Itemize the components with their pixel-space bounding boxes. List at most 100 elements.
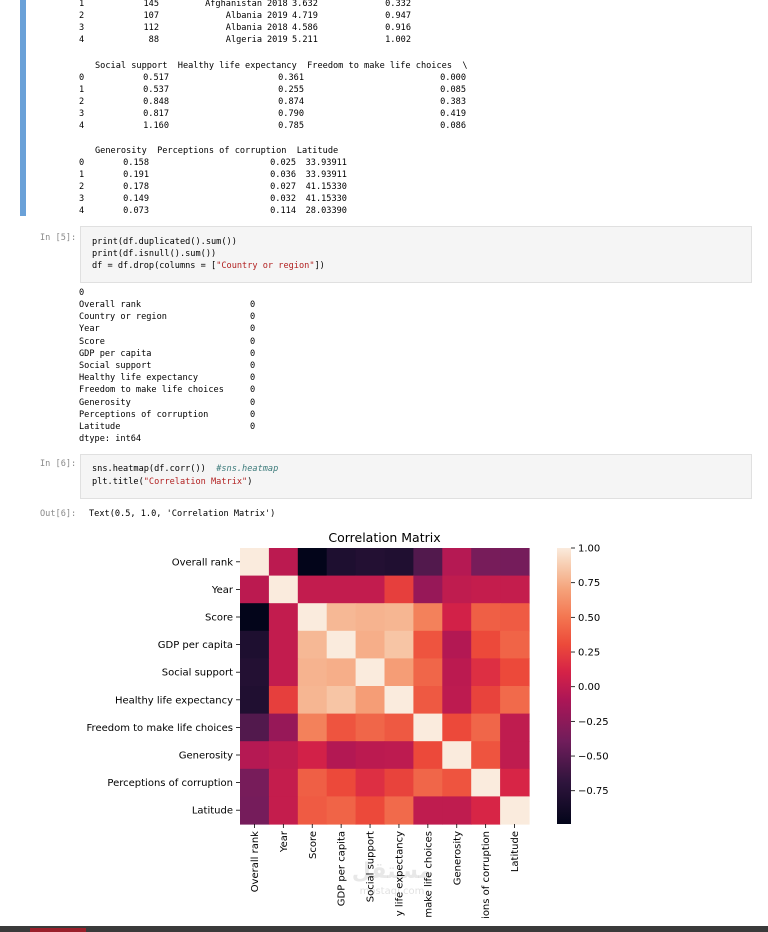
heatmap-cell (240, 796, 270, 825)
colorbar-tick-label: −0.25 (578, 717, 609, 728)
heatmap-cell (413, 686, 443, 715)
df-cell-country: Albania (225, 23, 262, 33)
df-cell-healthy-life: 0.361 (278, 73, 304, 83)
df-row-index: 4 (79, 35, 85, 45)
df-row-index: 1 (79, 0, 85, 9)
heatmap-cell (268, 575, 299, 604)
df-cell-overall-rank: 145 (143, 0, 159, 9)
y-tick-label: Year (211, 585, 234, 596)
cell-5-null-row-value: 0 (250, 312, 256, 323)
heatmap-cell (442, 548, 472, 577)
y-tick-label: Freedom to make life choices (87, 723, 233, 734)
colorbar-tick-label: 0.00 (578, 682, 600, 693)
heatmap-cell (471, 713, 501, 742)
df-cell-overall-rank: 107 (143, 11, 159, 21)
heatmap-cell (471, 575, 501, 604)
heatmap-cell (413, 603, 443, 632)
df-cell-year: 2018 (267, 23, 288, 33)
heatmap-cell (326, 575, 357, 604)
df-cell-corruption: 0.036 (270, 170, 296, 180)
cell-6-code-line-2-post: ) (247, 477, 253, 487)
cell-5-null-row-value: 0 (250, 422, 256, 432)
x-tick-label: Year (279, 830, 290, 853)
x-tick-label: Generosity (452, 831, 463, 885)
heatmap-cell (268, 548, 299, 577)
cell-6-code-editor[interactable]: sns.heatmap(df.corr()) #sns.heatmap plt.… (80, 454, 752, 499)
df-row-index: 1 (79, 170, 85, 180)
heatmap-cell (326, 686, 357, 715)
heatmap-cell (471, 603, 501, 632)
heatmap-cell (268, 768, 299, 797)
cell-5-null-row-name: Score (79, 336, 105, 347)
heatmap-cell (268, 713, 299, 742)
df-cell-overall-rank: 88 (148, 35, 159, 45)
x-tick-label: GDP per capita (337, 831, 348, 906)
heatmap-cell (442, 796, 472, 825)
heatmap-cell (355, 548, 386, 577)
heatmap-cell (471, 768, 501, 797)
heatmap-cell (471, 686, 501, 715)
heatmap-cell (500, 630, 530, 659)
cell-5-null-row-name: Overall rank (79, 300, 142, 310)
cell-5-code-line-3-pre: df = df.drop(columns = [ (92, 261, 217, 271)
cell-5-null-row-value: 0 (250, 373, 256, 384)
df-cell-generosity: 0.149 (123, 194, 149, 204)
cell-6-code-line-1: sns.heatmap(df.corr()) #sns.heatmap (92, 464, 278, 474)
cell-6-code-line-2-str: "Correlation Matrix" (143, 477, 248, 487)
heatmap-cell (500, 741, 530, 770)
y-tick-label: Score (205, 613, 233, 624)
df-cell-overall-rank: 112 (143, 23, 159, 33)
colorbar-tick-label: −0.50 (578, 752, 609, 763)
correlation-heatmap: Correlation Matrix Overall rank Year Score G… (87, 530, 609, 919)
cell-5-null-row-name: Social support (79, 361, 152, 371)
df-cell-generosity: 0.073 (123, 206, 149, 216)
cell-5-null-row-name: Healthy life expectancy (79, 373, 198, 384)
y-tick-label: Overall rank (172, 557, 233, 568)
y-tick-label: GDP per capita (158, 640, 233, 651)
heatmap-cell (413, 548, 443, 577)
heatmap-cell (413, 630, 443, 659)
cell-5-null-row-value: 0 (250, 397, 256, 408)
heatmap-cell (413, 575, 443, 604)
heatmap-cell (240, 658, 270, 687)
df-cell-freedom: 0.000 (440, 73, 466, 83)
heatmap-cell (413, 768, 443, 797)
heatmap-cell (384, 768, 414, 797)
df-row-index: 1 (79, 85, 85, 95)
df-cell-freedom: 0.383 (440, 97, 466, 107)
heatmap-cell (355, 630, 386, 659)
cell-5-null-row-value: 0 (250, 361, 256, 371)
heatmap-cell (297, 603, 328, 632)
heatmap-cell (471, 630, 501, 659)
heatmap-cell (413, 741, 443, 770)
cell-5-null-row-value: 0 (250, 348, 256, 359)
heatmap-cell (240, 575, 270, 604)
heatmap-cell (326, 630, 357, 659)
heatmap-cell (384, 548, 414, 577)
cell-6-code-line-2-pre: plt.title( (92, 477, 144, 487)
heatmap-cell (355, 796, 386, 825)
df-cell-gdp: 0.916 (385, 23, 411, 33)
cell-5-code-editor[interactable]: print(df.duplicated().sum()) print(df.is… (80, 226, 752, 283)
df-cell-freedom: 0.086 (440, 121, 466, 131)
heatmap-cell (326, 658, 357, 687)
df-header-block-2: Social support Healthy life expectancy F… (95, 61, 468, 71)
df-cell-social-support: 0.817 (143, 109, 169, 119)
heatmap-cell (268, 796, 299, 825)
heatmap-cell (471, 741, 501, 770)
heatmap-cell (297, 741, 328, 770)
df-row-index: 2 (79, 97, 85, 107)
heatmap-cell (297, 630, 328, 659)
df-row-index: 0 (79, 73, 85, 83)
df-row-index: 4 (79, 121, 85, 131)
colorbar-tick-label: 0.75 (578, 578, 600, 589)
heatmap-cell (268, 741, 299, 770)
heatmap-cell (413, 713, 443, 742)
cell-selection-bar (20, 0, 26, 216)
cell-6-out-prompt: Out[6]: (40, 509, 77, 519)
heatmap-cell (297, 686, 328, 715)
df-cell-healthy-life: 0.790 (278, 109, 304, 119)
heatmap-cell (326, 741, 357, 770)
colorbar-tick-label: 1.00 (578, 544, 600, 555)
df-row-index: 2 (79, 182, 85, 192)
